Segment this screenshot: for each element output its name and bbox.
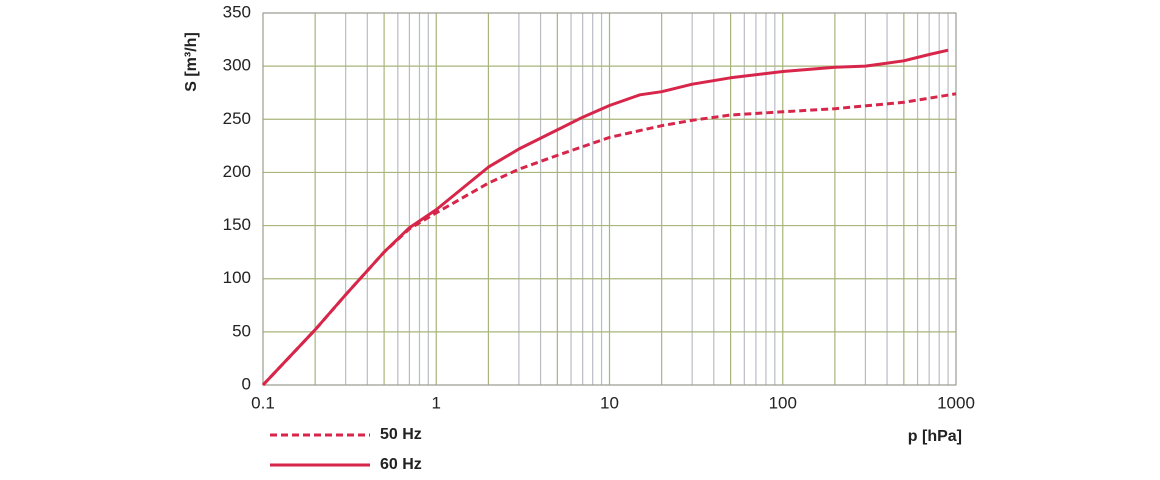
x-axis-label: p [hPa] [908,428,962,445]
x-tick-label: 100 [769,393,797,412]
y-tick-label: 150 [223,215,251,234]
y-tick-label: 350 [223,2,251,21]
x-tick-label: 1000 [937,393,975,412]
plot-frame [262,12,957,386]
y-tick-label: 200 [223,162,251,181]
x-tick-label: 1 [432,393,441,412]
series-line [261,48,949,387]
y-tick-label: 300 [223,56,251,75]
x-tick-label: 0.1 [251,393,275,412]
x-tick-label: 10 [600,393,619,412]
legend-label: 60 Hz [380,456,422,473]
y-tick-label: 250 [223,109,251,128]
y-axis-label: S [m³/h] [183,32,200,92]
y-tick-label: 0 [242,374,251,393]
y-tick-label: 100 [223,268,251,287]
legend-label: 50 Hz [380,426,422,443]
y-tick-label: 50 [232,321,251,340]
